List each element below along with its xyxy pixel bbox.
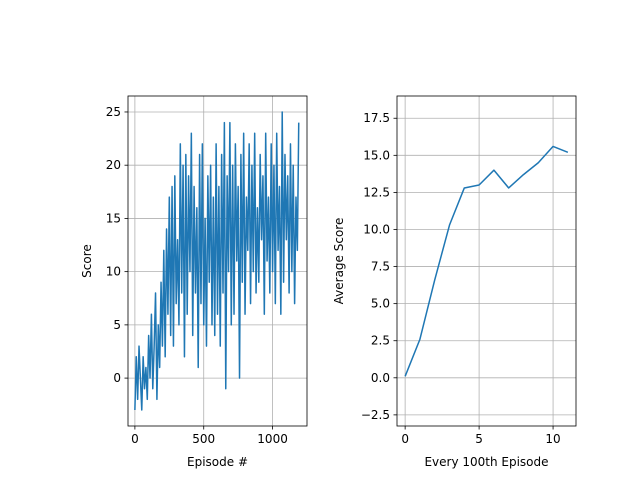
y-tick-label: 0.0 [371, 371, 390, 385]
x-tick-label: 0 [401, 432, 409, 446]
y-tick-label: 25 [106, 105, 121, 119]
x-axis-label: Episode # [187, 455, 248, 469]
x-tick-label: 1000 [257, 432, 288, 446]
y-tick-label: 5.0 [371, 297, 390, 311]
plot-frame [127, 95, 308, 427]
y-axis-label: Average Score [332, 218, 346, 305]
x-tick-label: 5 [475, 432, 483, 446]
y-tick-label: 17.5 [363, 111, 390, 125]
x-tick-label: 10 [545, 432, 560, 446]
y-tick-label: 10.0 [363, 222, 390, 236]
x-tick-label: 500 [192, 432, 215, 446]
average-score-chart: 0 5 10 −2.5 0.0 2.5 5.0 7.5 10.0 12.5 15.0 17.5 Ever… [332, 95, 577, 469]
y-tick-label: 15.0 [363, 148, 390, 162]
y-tick-label: 0 [113, 371, 121, 385]
series-line [404, 145, 569, 377]
score-per-episode-chart: 0 500 1000 0 5 10 15 20 25 Episode # Score [80, 95, 308, 469]
plot-frame [396, 95, 577, 427]
y-tick-label: 20 [106, 158, 121, 172]
y-tick-label: −2.5 [361, 408, 390, 422]
y-tick-label: 12.5 [363, 185, 390, 199]
x-tick-label: 0 [131, 432, 139, 446]
series-line [134, 111, 300, 411]
y-tick-label: 7.5 [371, 260, 390, 274]
y-tick-label: 5 [113, 318, 121, 332]
y-axis-label: Score [80, 244, 94, 278]
y-tick-label: 2.5 [371, 334, 390, 348]
x-axis-label: Every 100th Episode [424, 455, 548, 469]
y-tick-label: 10 [106, 265, 121, 279]
y-tick-label: 15 [106, 211, 121, 225]
